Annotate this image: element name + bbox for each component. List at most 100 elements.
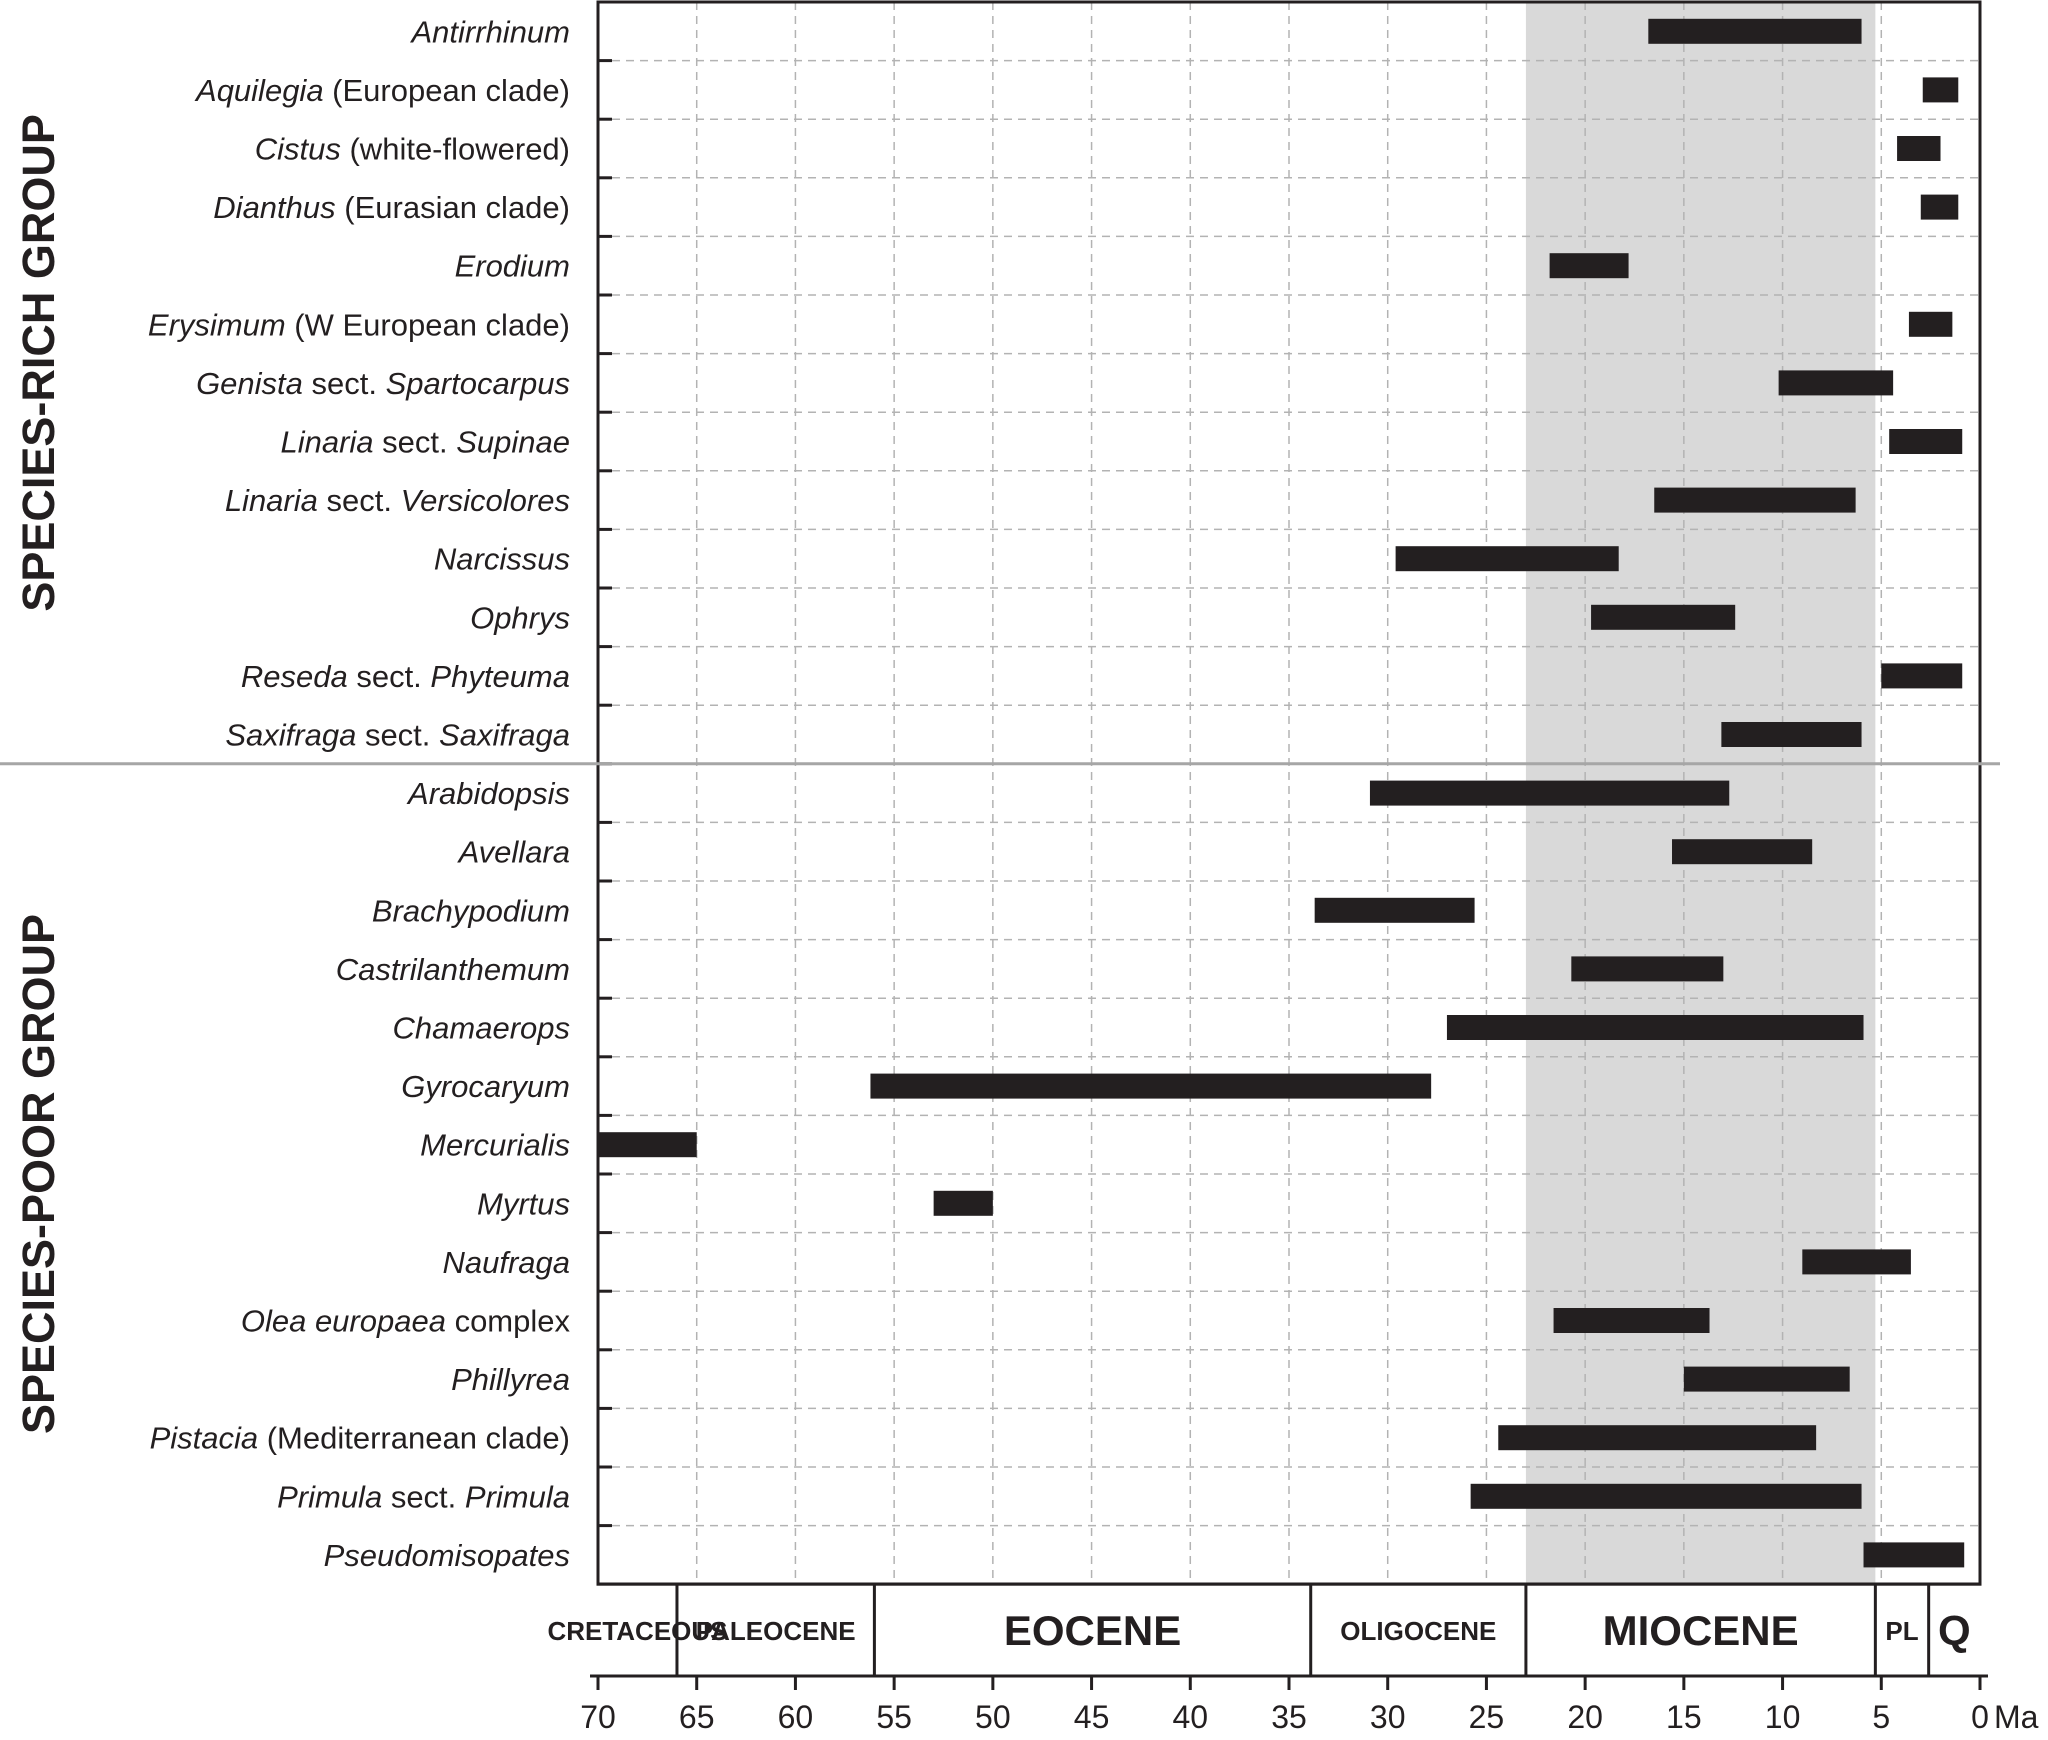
taxon-label: Castrilanthemum [336, 952, 570, 987]
group-label: SPECIES-RICH GROUP [13, 114, 64, 612]
taxon-label-part: Reseda [241, 659, 348, 694]
taxon-label: Gyrocaryum [401, 1069, 570, 1104]
range-bar [1908, 311, 1953, 337]
taxon-label: Pseudomisopates [324, 1538, 570, 1573]
x-tick-label: 70 [580, 1699, 616, 1735]
taxon-label-part: Saxifraga [439, 718, 570, 753]
taxon-label-part: Supinae [456, 425, 570, 460]
taxon-label-part: sect. [382, 1479, 465, 1514]
range-bar [1553, 1308, 1710, 1333]
taxon-label: Brachypodium [372, 893, 570, 928]
taxon-label-part: Phillyrea [451, 1362, 570, 1397]
taxon-label: Antirrhinum [410, 14, 571, 49]
x-tick-label: 65 [679, 1699, 715, 1735]
x-axis-layer: 70 65 60 55 50 45 40 35 30 25 20 15 10 5 0 Ma [580, 1676, 2039, 1735]
taxon-label: Olea europaea complex [241, 1304, 571, 1339]
range-bar [1897, 136, 1941, 161]
taxon-label: Linaria sect. Supinae [280, 425, 570, 460]
taxon-label-part: Antirrhinum [410, 14, 571, 49]
range-bar [1470, 1483, 1862, 1509]
range-bar [1369, 780, 1730, 806]
taxon-label: Ophrys [470, 600, 570, 635]
taxon-label-part: Arabidopsis [406, 776, 570, 811]
taxon-label-part: Narcissus [434, 542, 570, 577]
taxon-label: Linaria sect. Versicolores [225, 483, 570, 518]
taxon-label: Cistus (white-flowered) [255, 132, 570, 167]
epoch-label: OLIGOCENE [1340, 1616, 1496, 1646]
taxon-label: Narcissus [434, 542, 570, 577]
epoch-label: MIOCENE [1603, 1607, 1799, 1654]
x-tick-label: 0 [1971, 1699, 1989, 1735]
taxon-label: Saxifraga sect. Saxifraga [225, 718, 570, 753]
taxon-label: Naufraga [442, 1245, 570, 1280]
epoch-label: Q [1938, 1607, 1971, 1654]
x-tick-label: 15 [1666, 1699, 1702, 1735]
x-tick-label: 10 [1765, 1699, 1801, 1735]
taxon-labels-layer: Antirrhinum Aquilegia (European clade) Cis… [148, 14, 571, 1573]
taxon-label-part: Naufraga [442, 1245, 570, 1280]
range-bar [1571, 956, 1724, 982]
taxon-label-part: Erodium [455, 249, 570, 284]
taxon-label-part: Gyrocaryum [401, 1069, 570, 1104]
taxon-label-part: (European clade) [324, 73, 570, 108]
taxon-label: Primula sect. Primula [277, 1479, 570, 1514]
range-bar [870, 1073, 1432, 1099]
taxon-label-part: sect. [374, 425, 457, 460]
taxon-label-part: Pistacia [150, 1421, 259, 1456]
taxon-label: Genista sect. Spartocarpus [196, 366, 570, 401]
taxon-label: Mercurialis [420, 1128, 570, 1163]
epoch-label: PL [1885, 1616, 1918, 1646]
range-bar [1889, 429, 1963, 454]
taxon-label-part: Phyteuma [430, 659, 570, 694]
x-tick-label: 30 [1370, 1699, 1406, 1735]
taxon-label: Myrtus [477, 1186, 570, 1221]
taxon-label-part: sect. [348, 659, 431, 694]
taxon-label-part: Mercurialis [420, 1128, 570, 1163]
range-bar [933, 1190, 993, 1216]
taxon-label: Chamaerops [393, 1011, 570, 1046]
x-unit-label: Ma [1994, 1699, 2039, 1735]
range-bar [1395, 546, 1619, 572]
taxon-label-part: Chamaerops [393, 1011, 570, 1046]
epoch-label: CRETACEOUS [547, 1616, 727, 1646]
taxon-label: Arabidopsis [406, 776, 570, 811]
x-tick-label: 20 [1567, 1699, 1603, 1735]
taxon-label: Pistacia (Mediterranean clade) [150, 1421, 570, 1456]
taxon-label-part: Genista [196, 366, 303, 401]
taxon-label: Erodium [455, 249, 570, 284]
range-bar [598, 1132, 697, 1158]
x-tick-label: 5 [1872, 1699, 1890, 1735]
taxon-label-part: Castrilanthemum [336, 952, 570, 987]
range-bar [1778, 370, 1894, 396]
taxon-label-part: Olea europaea [241, 1304, 446, 1339]
taxon-label-part: Versicolores [401, 483, 570, 518]
range-bar [1721, 722, 1862, 747]
group-label: SPECIES-POOR GROUP [13, 914, 64, 1434]
range-bar [1922, 77, 1959, 103]
taxon-label-part: Pseudomisopates [324, 1538, 570, 1573]
taxon-label: Aquilegia (European clade) [194, 73, 570, 108]
range-bar [1549, 253, 1629, 279]
x-tick-label: 55 [876, 1699, 912, 1735]
range-bar [1920, 194, 1959, 220]
x-tick-label: 25 [1469, 1699, 1505, 1735]
taxon-label-part: (Mediterranean clade) [258, 1421, 570, 1456]
x-tick-label: 35 [1271, 1699, 1307, 1735]
taxon-label-part: Brachypodium [372, 893, 570, 928]
taxon-label-part: Dianthus [213, 190, 335, 225]
taxon-label-part: Linaria [225, 483, 318, 518]
range-bar [1498, 1425, 1817, 1451]
epoch-label: PALEOCENE [696, 1616, 856, 1646]
taxon-label: Reseda sect. Phyteuma [241, 659, 570, 694]
range-bar [1802, 1249, 1911, 1275]
range-bar [1648, 18, 1862, 44]
taxon-label-part: (white-flowered) [341, 132, 570, 167]
taxon-label: Erysimum (W European clade) [148, 307, 570, 342]
x-tick-label: 60 [778, 1699, 814, 1735]
taxon-label-part: sect. [356, 718, 439, 753]
epoch-label: EOCENE [1004, 1607, 1181, 1654]
taxon-label-part: Primula [277, 1479, 382, 1514]
taxon-label-part: Aquilegia [194, 73, 324, 108]
